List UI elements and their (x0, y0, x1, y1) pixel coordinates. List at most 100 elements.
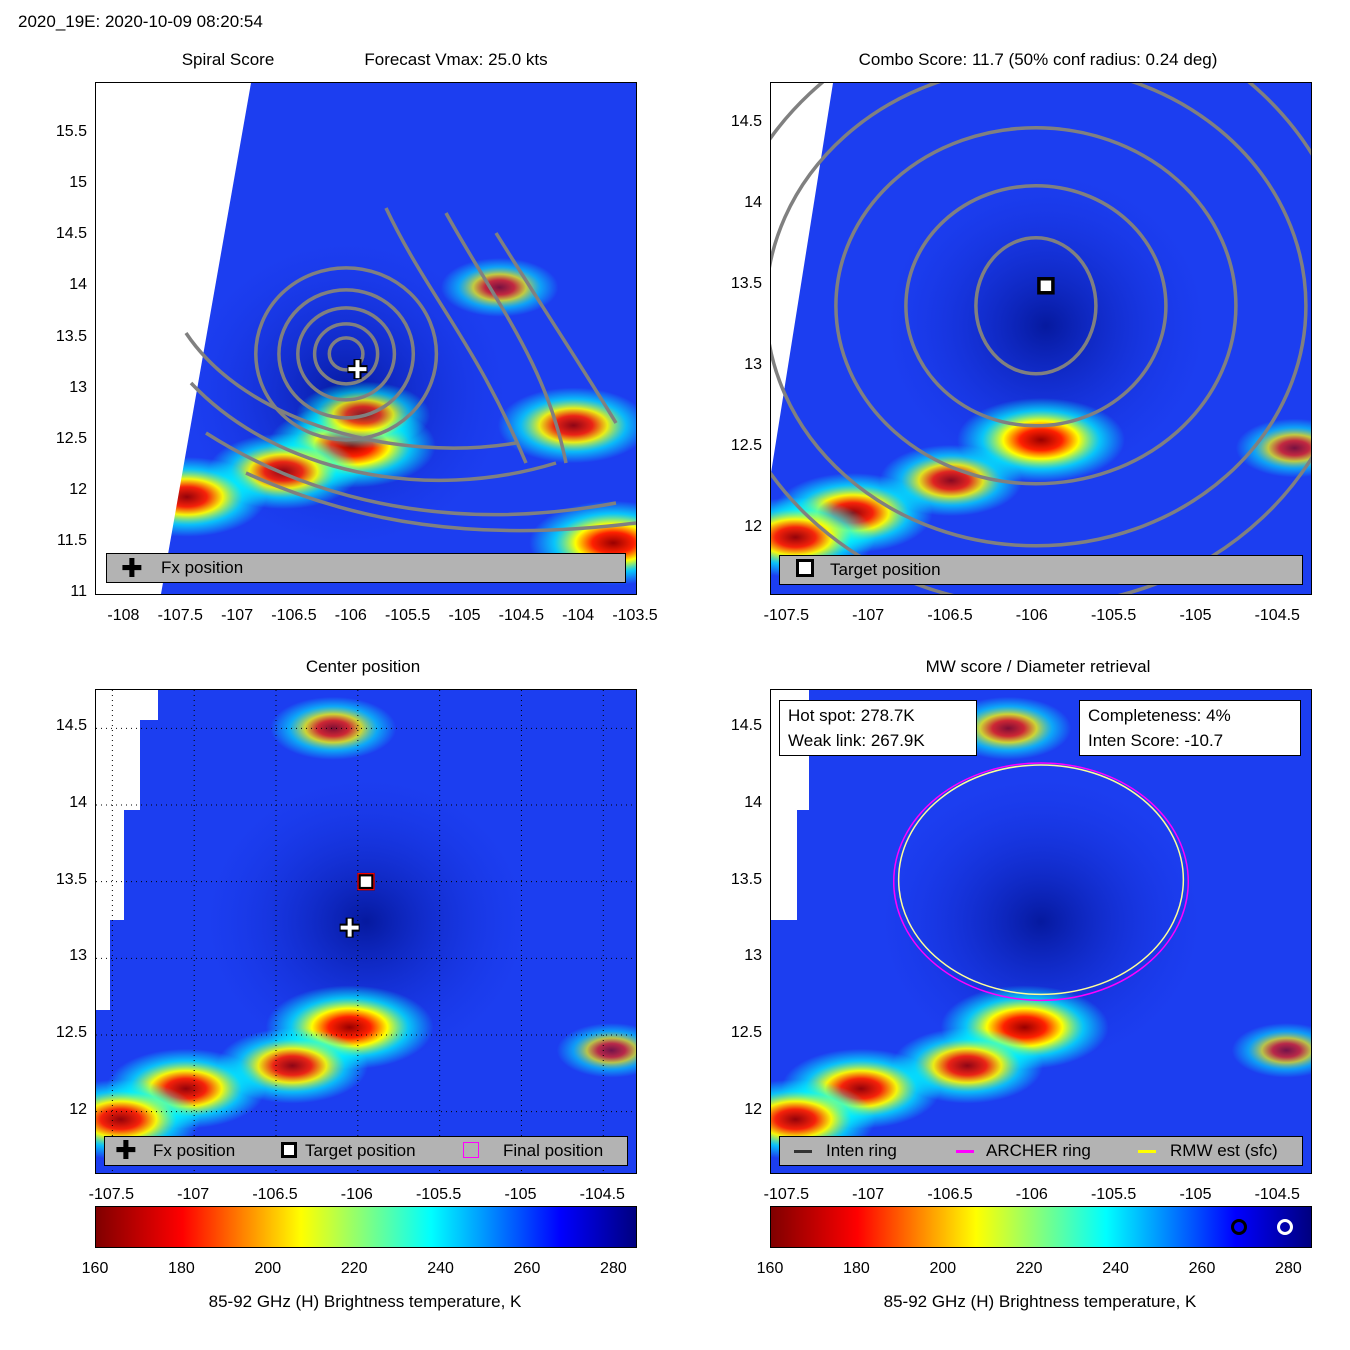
x-tick-p2-0: -107.5 (88, 1186, 135, 1203)
target-position-icon (796, 559, 814, 577)
rmw-ring (897, 764, 1185, 996)
archer-ring-icon (956, 1150, 974, 1153)
center-legend: ✚ Fx position Target position Final posi… (104, 1135, 628, 1166)
x-tick-p0-8: -104 (562, 607, 595, 624)
combo-title: Combo Score: 11.7 (50% conf radius: 0.24… (858, 50, 1218, 69)
contour-0 (974, 236, 1098, 376)
hot-spot-6 (440, 258, 559, 317)
hot-spot-box: Hot spot: 278.7K Weak link: 267.9K (779, 700, 977, 756)
spiral-legend: ✚ Fx position (106, 553, 626, 583)
eye-region (879, 776, 1203, 1067)
cbar-tick-0-6: 280 (600, 1260, 627, 1277)
hot-spot-value: Hot spot: 278.7K (788, 706, 915, 725)
fx-position-icon: ✚ (121, 553, 143, 583)
x-tick-p3-0: -107.5 (763, 1186, 810, 1203)
x-tick-p3-1: -107 (852, 1186, 885, 1203)
y-tick-p2-1: 14 (69, 794, 87, 811)
cbar-tick-1-2: 200 (929, 1260, 957, 1277)
y-tick-p0-5: 13 (69, 378, 87, 396)
figure-title: 2020_19E: 2020-10-09 08:20:54 (18, 12, 263, 31)
legend-target-label: Target position (305, 1141, 416, 1160)
completeness-box: Completeness: 4% Inten Score: -10.7 (1079, 700, 1301, 756)
cbar-tick-1-4: 240 (1102, 1260, 1129, 1277)
legend-rmw-label: RMW est (sfc) (1170, 1141, 1278, 1160)
outer-band-2 (494, 232, 618, 424)
cbar-tick-0-1: 180 (168, 1260, 195, 1277)
cbar-tick-0-0: 160 (81, 1260, 109, 1277)
x-tick-p2-3: -106 (340, 1186, 373, 1203)
legend-fx-label: Fx position (153, 1141, 236, 1160)
cbar-tick-0-3: 220 (340, 1260, 368, 1277)
fx-marker (348, 360, 367, 379)
y-tick-p1-5: 12 (744, 518, 762, 536)
y-tick-p1-4: 12.5 (730, 437, 762, 454)
hot-spot-marker-icon (1277, 1219, 1293, 1235)
y-tick-p3-0: 14.5 (730, 717, 762, 735)
final-position-icon (463, 1142, 479, 1158)
x-tick-p1-1: -107 (852, 607, 885, 624)
weak-link-value: Weak link: 267.9K (788, 731, 925, 750)
legend-archer-label: ARCHER ring (986, 1141, 1091, 1160)
archer-ring (892, 762, 1190, 1002)
y-tick-p0-3: 14 (69, 276, 87, 294)
spiral-band-2 (205, 431, 617, 517)
x-tick-p2-2: -106.5 (252, 1186, 298, 1203)
y-tick-p1-1: 14 (744, 193, 762, 211)
x-tick-p2-6: -104.5 (579, 1186, 625, 1203)
contour-4 (254, 266, 439, 442)
x-tick-p3-3: -106 (1015, 1186, 1048, 1203)
combo-legend: Target position (779, 555, 1303, 585)
x-tick-p0-0: -108 (107, 607, 140, 624)
y-tick-p0-9: 11 (70, 583, 87, 600)
y-tick-p2-5: 12 (69, 1100, 87, 1118)
hot-spot-4 (270, 696, 397, 760)
y-tick-p3-2: 13.5 (730, 870, 762, 888)
y-tick-p2-4: 12.5 (55, 1024, 87, 1041)
y-tick-p1-3: 13 (744, 355, 762, 373)
cbar-tick-1-5: 260 (1188, 1260, 1216, 1277)
x-tick-p0-1: -107.5 (157, 607, 203, 624)
center-position-panel: ✚ Fx position Target position Final posi… (95, 689, 637, 1174)
contour-2 (834, 126, 1238, 486)
y-tick-p0-1: 15 (69, 174, 87, 192)
contour-2 (296, 306, 397, 402)
legend-inten-label: Inten ring (826, 1141, 897, 1160)
y-tick-p3-3: 13 (744, 947, 762, 965)
combo-score-panel: Target position (770, 82, 1312, 595)
y-tick-p0-7: 12 (69, 480, 87, 498)
inten-ring-icon (794, 1150, 812, 1153)
cbar-tick-1-6: 280 (1275, 1260, 1302, 1277)
y-tick-p0-4: 13.5 (55, 327, 87, 345)
x-tick-p1-6: -104.5 (1254, 607, 1300, 624)
x-tick-p1-2: -106.5 (927, 607, 973, 624)
hot-spot-4 (1235, 418, 1311, 478)
legend-fx-label: Fx position (161, 558, 244, 577)
weak-link-marker-icon (1231, 1219, 1247, 1235)
hot-spot-5 (1231, 1023, 1311, 1078)
mw-legend: Inten ring ARCHER ring RMW est (sfc) (779, 1136, 1303, 1166)
contour-1 (312, 322, 380, 386)
colorbar-right (770, 1206, 1312, 1248)
x-tick-p0-5: -105.5 (384, 607, 431, 624)
y-tick-p2-0: 14.5 (55, 717, 87, 735)
colorbar-label-left: 85-92 GHz (H) Brightness temperature, K (208, 1292, 522, 1311)
spiral-band-0 (184, 332, 517, 450)
x-tick-p3-6: -104.5 (1254, 1186, 1300, 1203)
x-tick-p2-4: -105.5 (415, 1186, 462, 1203)
swath-gap (771, 83, 833, 473)
eye-region (204, 776, 528, 1067)
legend-target-label: Target position (830, 560, 941, 579)
y-tick-p3-4: 12.5 (730, 1024, 762, 1041)
y-tick-p0-2: 14.5 (55, 225, 87, 243)
cbar-tick-0-4: 240 (427, 1260, 454, 1277)
x-tick-p1-0: -107.5 (763, 607, 810, 624)
legend-final-label: Final position (503, 1141, 604, 1160)
fx-position-icon: ✚ (115, 1135, 137, 1165)
center-title: Center position (305, 657, 421, 676)
x-tick-p3-5: -105 (1179, 1186, 1212, 1203)
contour-3 (771, 83, 1308, 548)
x-tick-p0-4: -106 (334, 607, 367, 624)
x-tick-p3-2: -106.5 (927, 1186, 973, 1203)
spiral-band-1 (189, 381, 557, 483)
cbar-tick-0-2: 200 (254, 1260, 282, 1277)
